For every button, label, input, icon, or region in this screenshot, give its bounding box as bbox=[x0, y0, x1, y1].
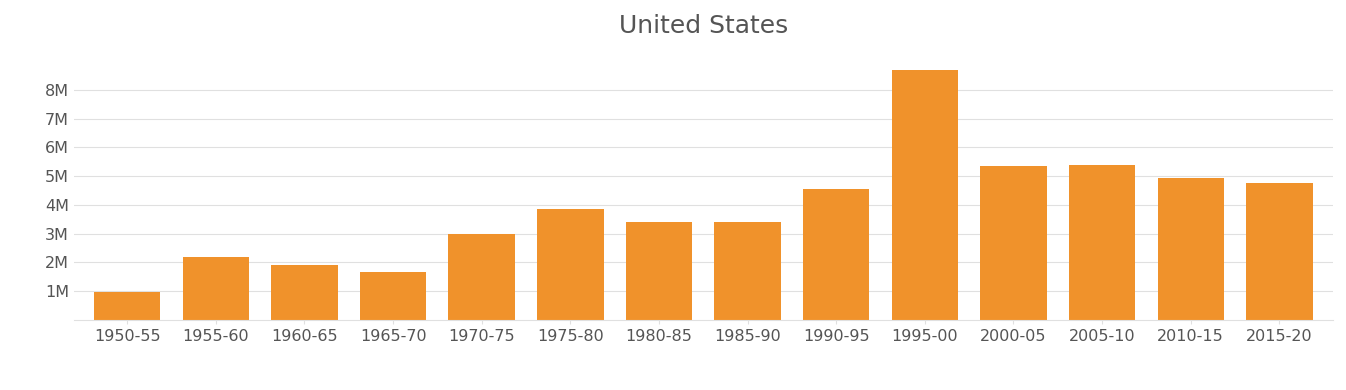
Bar bbox=[1246, 183, 1312, 320]
Bar bbox=[537, 209, 603, 320]
Bar bbox=[980, 166, 1047, 320]
Bar bbox=[183, 257, 249, 320]
Bar bbox=[94, 292, 160, 320]
Title: United States: United States bbox=[619, 14, 787, 38]
Bar bbox=[626, 222, 692, 320]
Bar bbox=[272, 265, 338, 320]
Bar bbox=[891, 70, 958, 320]
Bar bbox=[1158, 177, 1224, 320]
Bar bbox=[448, 234, 516, 320]
Bar bbox=[715, 222, 781, 320]
Bar bbox=[804, 189, 870, 320]
Bar bbox=[359, 272, 427, 320]
Bar bbox=[1069, 165, 1135, 320]
